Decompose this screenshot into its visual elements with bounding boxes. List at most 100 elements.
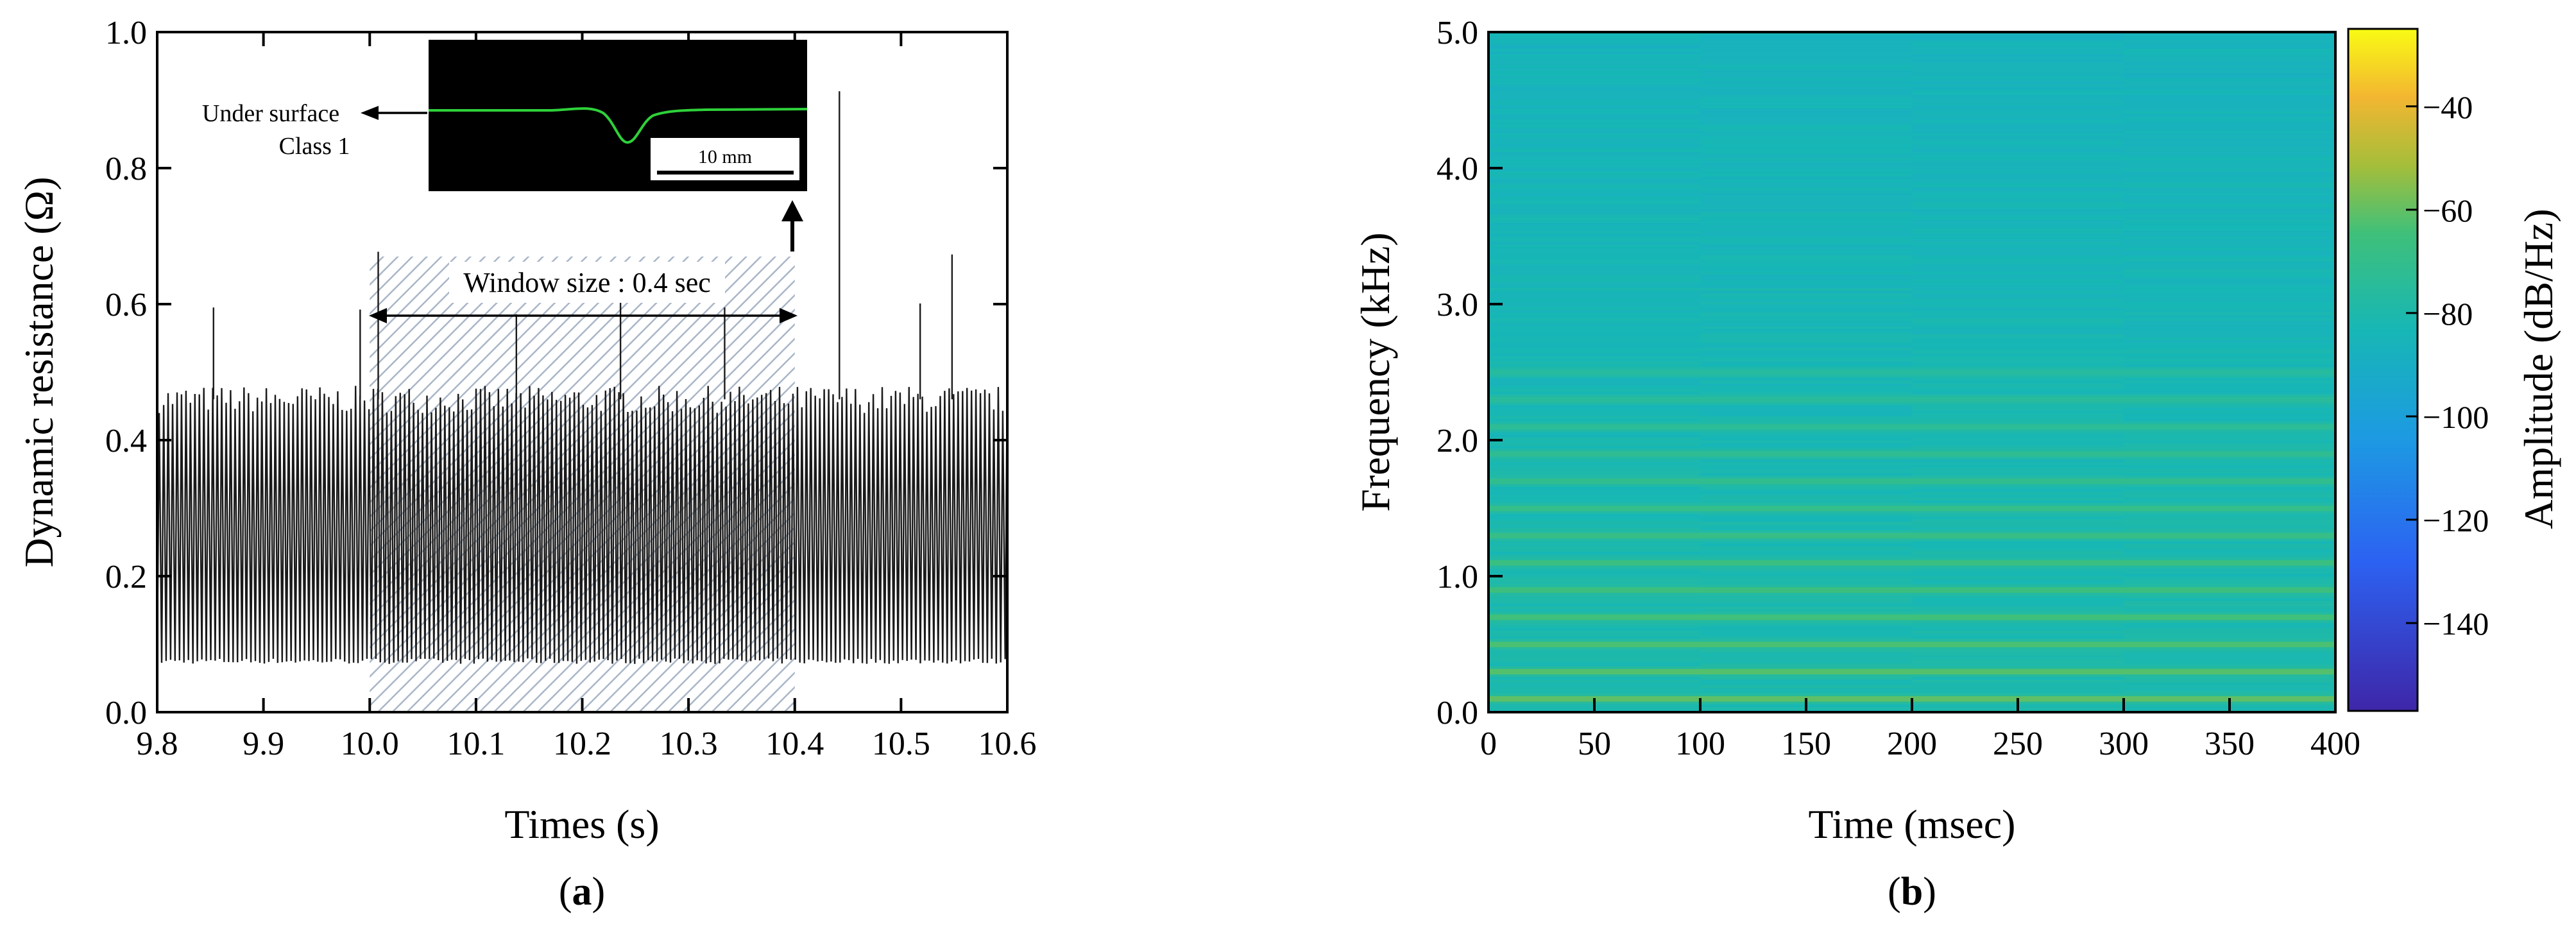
heatmap-cell [2124, 638, 2335, 642]
heatmap-cell [1700, 533, 1913, 536]
heatmap-cell [1488, 353, 1701, 357]
heatmap-cell [1912, 178, 2124, 182]
heatmap-cell [2124, 345, 2335, 348]
heatmap-cell [1488, 277, 1701, 280]
heatmap-cell [1912, 260, 2124, 264]
heatmap-cell [2124, 693, 2335, 697]
heatmap-cell [1912, 592, 2124, 596]
heatmap-cell [1700, 540, 1913, 544]
heatmap-cell [2124, 233, 2335, 237]
heatmap-cell [1912, 491, 2124, 495]
heatmap-cell [1488, 505, 1701, 509]
heatmap-cell [1700, 331, 1913, 335]
heatmap-cell [1700, 549, 1913, 552]
heatmap-cell [1488, 290, 1701, 294]
heatmap-cell [2124, 59, 2335, 63]
heatmap-cell [1700, 211, 1913, 215]
heatmap-cell [1700, 141, 1913, 144]
heatmap-cell [2124, 252, 2335, 256]
heatmap-cell [1700, 695, 1913, 699]
heatmap-cell [1700, 89, 1913, 92]
heatmap-cell [1488, 375, 1701, 378]
heatmap-cell [2124, 219, 2335, 223]
heatmap-cell [1912, 64, 2124, 68]
heatmap-cell [1912, 445, 2124, 449]
heatmap-cell [1700, 219, 1913, 223]
heatmap-cell [2124, 549, 2335, 552]
heatmap-cell [1488, 255, 1701, 259]
heatmap-cell [1700, 382, 1913, 386]
heatmap-cell [1912, 364, 2124, 368]
heatmap-cell [1912, 334, 2124, 337]
heatmap-cell [1912, 274, 2124, 278]
heatmap-cell [2124, 565, 2335, 568]
heatmap-cell [1912, 105, 2124, 109]
heatmap-cell [2124, 230, 2335, 234]
window-arrow-head-left [369, 308, 387, 323]
heatmap-cell [1912, 132, 2124, 136]
heatmap-cell [1700, 347, 1913, 351]
heatmap-cell [1912, 404, 2124, 408]
heatmap-cell [1488, 279, 1701, 283]
heatmap-cell [1912, 470, 2124, 473]
heatmap-cell [1700, 83, 1913, 87]
heatmap-cell [1912, 320, 2124, 324]
heatmap-cell [1488, 130, 1701, 133]
heatmap-cell [1488, 75, 1701, 79]
heatmap-cell [1488, 105, 1701, 109]
heatmap-cell [1488, 304, 1701, 307]
heatmap-cell [2124, 72, 2335, 76]
heatmap-cell [1700, 676, 1913, 680]
heatmap-cell [1488, 407, 1701, 411]
heatmap-cell [2124, 40, 2335, 44]
heatmap-cell [1700, 157, 1913, 160]
heatmap-cell [1488, 382, 1701, 386]
heatmap-cell [2124, 518, 2335, 522]
heatmap-cell [1488, 497, 1701, 500]
heatmap-cell [1488, 611, 1701, 615]
heatmap-cell [1912, 421, 2124, 425]
heatmap-cell [2124, 342, 2335, 346]
heatmap-cell [1488, 404, 1701, 408]
heatmap-cell [2124, 382, 2335, 386]
heatmap-cell [1700, 285, 1913, 289]
heatmap-cell [1488, 56, 1701, 60]
heatmap-cell [1912, 685, 2124, 688]
heatmap-cell [1488, 535, 1701, 539]
heatmap-cell [2124, 486, 2335, 490]
heatmap-cell [1488, 687, 1701, 691]
heatmap-cell [1912, 78, 2124, 81]
heatmap-cell [1912, 432, 2124, 436]
heatmap-cell [2124, 331, 2335, 335]
heatmap-cell [2124, 293, 2335, 296]
heatmap-cell [1700, 565, 1913, 568]
heatmap-cell [1700, 527, 1913, 531]
heatmap-cell [1912, 361, 2124, 364]
heatmap-cell [1912, 559, 2124, 563]
heatmap-cell [1700, 418, 1913, 422]
heatmap-cell [2124, 323, 2335, 327]
heatmap-cell [2124, 489, 2335, 493]
heatmap-cell [1912, 189, 2124, 193]
heatmap-cell [1700, 323, 1913, 327]
heatmap-cell [2124, 568, 2335, 572]
heatmap-cell [1912, 149, 2124, 153]
heatmap-cell [1488, 225, 1701, 228]
x-tick-label: 350 [2205, 726, 2255, 762]
heatmap-cell [1700, 271, 1913, 275]
heatmap-cell [1912, 679, 2124, 683]
heatmap-cell [1488, 669, 1701, 672]
heatmap-cell [1700, 592, 1913, 596]
heatmap-cell [1912, 225, 2124, 228]
heatmap-cell [2124, 611, 2335, 615]
heatmap-cell [1700, 182, 1913, 185]
heatmap-cell [1488, 114, 1701, 117]
heatmap-cell [1700, 114, 1913, 117]
heatmap-cell [2124, 625, 2335, 629]
heatmap-cell [1912, 195, 2124, 199]
heatmap-cell [1912, 92, 2124, 96]
heatmap-cell [2124, 470, 2335, 473]
x-tick-label: 250 [1993, 726, 2043, 762]
heatmap-cell [2124, 124, 2335, 128]
heatmap-cell [1488, 146, 1701, 149]
